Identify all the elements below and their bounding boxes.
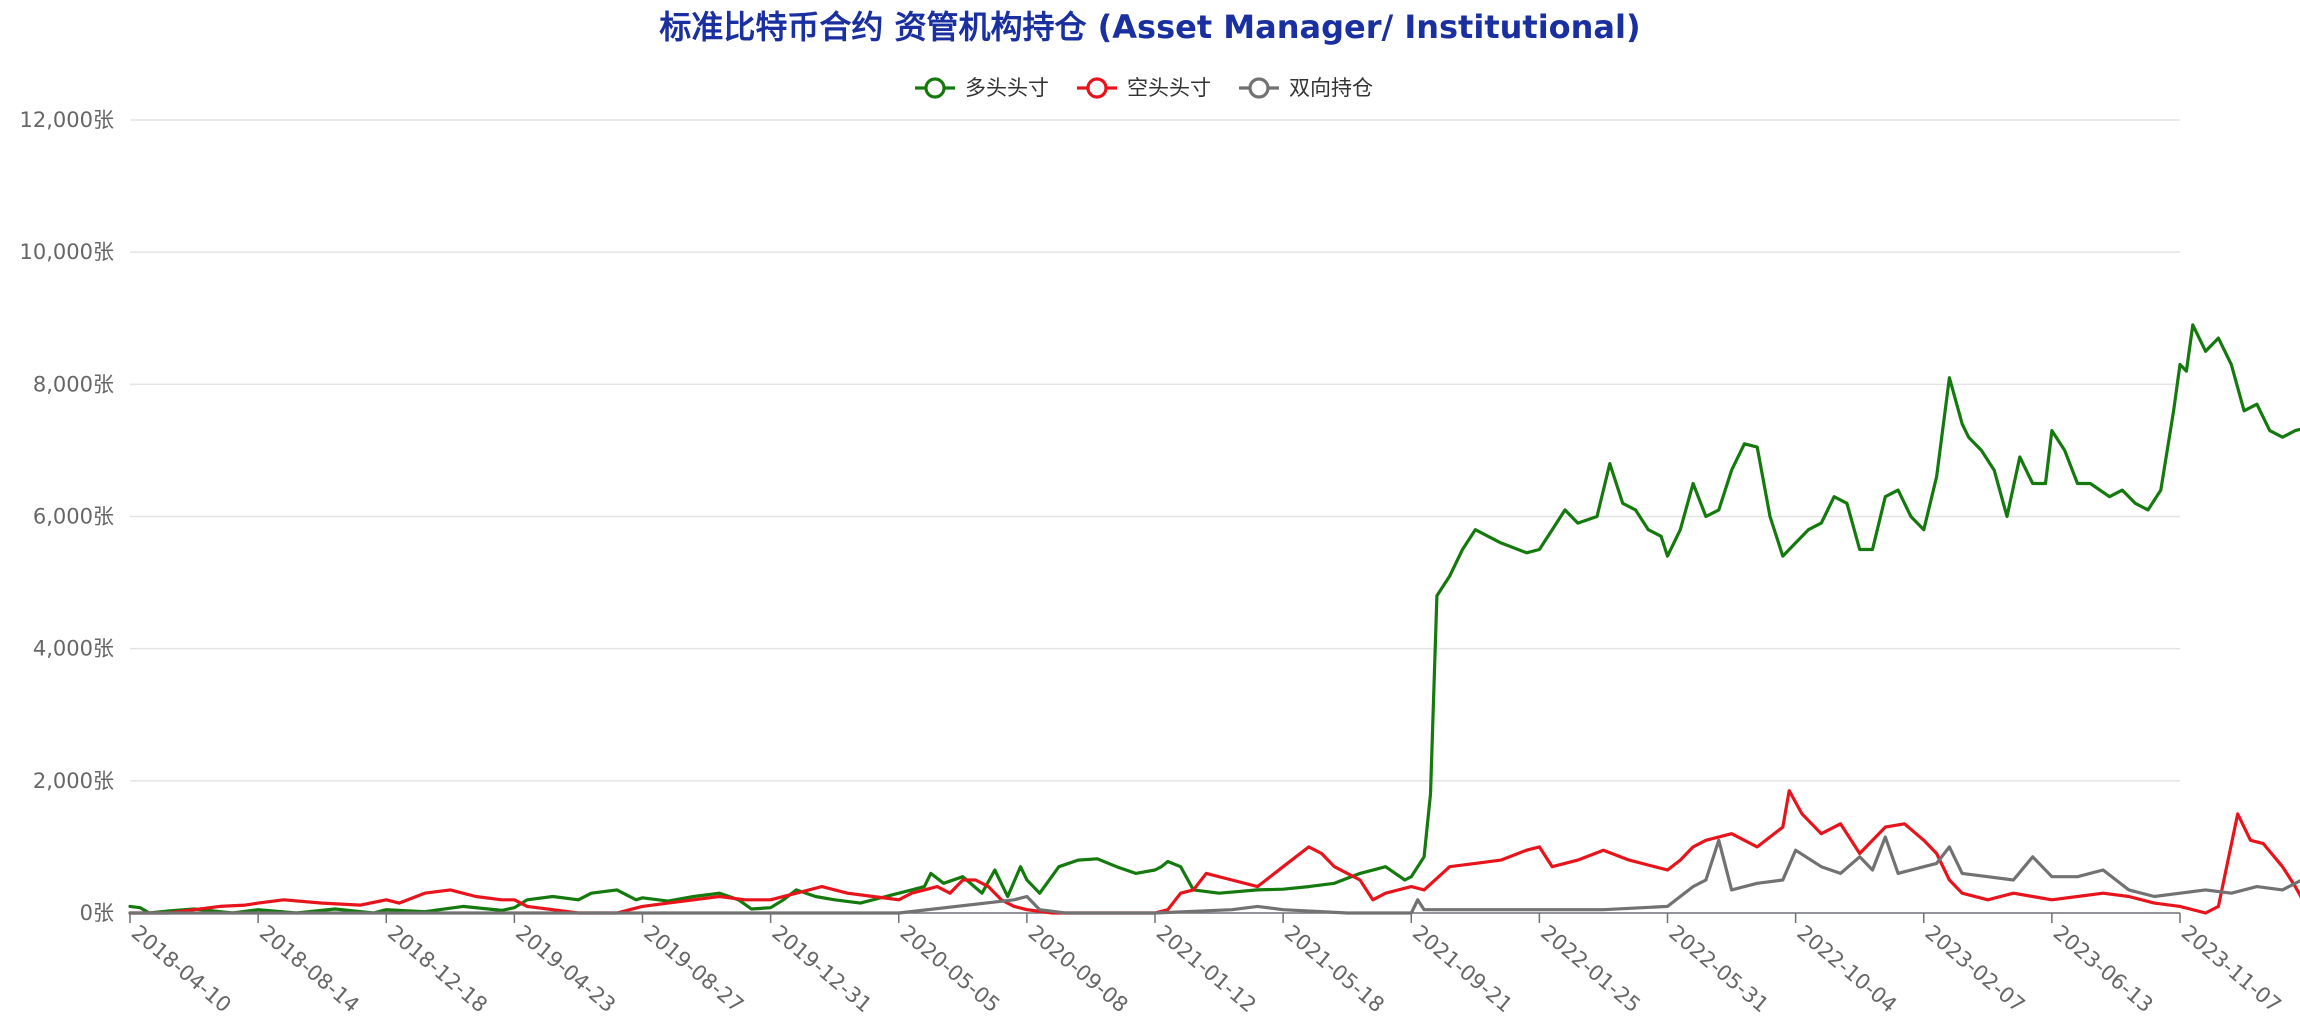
legend-label: 双向持仓 bbox=[1289, 76, 1373, 100]
x-tick-label: 2018-08-14 bbox=[255, 920, 364, 1017]
x-tick-label: 2019-12-31 bbox=[767, 920, 876, 1017]
y-tick-label: 0张 bbox=[80, 901, 114, 925]
y-axis: 0张 2,000张 4,000张 6,000张 8,000张 10,000张 12,000张 bbox=[20, 108, 114, 925]
y-tick-label: 6,000张 bbox=[33, 505, 114, 529]
x-tick-label: 2018-04-10 bbox=[127, 920, 236, 1017]
x-tick-label: 2018-12-18 bbox=[383, 920, 492, 1017]
x-axis: 2018-04-10 2018-08-14 2018-12-18 2019-04-23… bbox=[127, 912, 2286, 1017]
legend-label: 空头头寸 bbox=[1127, 76, 1211, 100]
series-layer bbox=[128, 236, 2300, 915]
series-line-3[interactable] bbox=[128, 835, 2300, 915]
x-tick-label: 2019-08-27 bbox=[639, 920, 748, 1017]
y-tick-label: 8,000张 bbox=[33, 372, 114, 396]
legend-label: 多头头寸 bbox=[965, 76, 1049, 100]
legend[interactable]: 多头头寸 空头头寸 双向持仓 bbox=[915, 76, 1373, 100]
legend-marker bbox=[924, 77, 946, 99]
y-tick-label: 4,000张 bbox=[33, 637, 114, 661]
x-tick-label: 2021-09-21 bbox=[1408, 920, 1517, 1017]
legend-item-2[interactable]: 空头头寸 bbox=[1077, 76, 1211, 100]
x-tick-label: 2022-01-25 bbox=[1536, 920, 1645, 1017]
x-tick-label: 2021-01-12 bbox=[1152, 920, 1261, 1017]
x-tick-label: 2021-05-18 bbox=[1280, 920, 1389, 1017]
x-tick-label: 2020-05-05 bbox=[896, 920, 1005, 1017]
legend-item-1[interactable]: 多头头寸 bbox=[915, 76, 1049, 100]
legend-item-3[interactable]: 双向持仓 bbox=[1239, 76, 1373, 100]
y-tick-label: 10,000张 bbox=[20, 240, 114, 264]
series-line-1[interactable] bbox=[128, 236, 2300, 915]
chart-title: 标准比特币合约 资管机构持仓 (Asset Manager/ Instituti… bbox=[659, 8, 1640, 46]
series-line-2[interactable] bbox=[128, 789, 2300, 915]
legend-marker bbox=[1248, 77, 1270, 99]
x-tick-label: 2023-11-07 bbox=[2177, 920, 2286, 1017]
x-tick-label: 2020-09-08 bbox=[1024, 920, 1133, 1017]
y-tick-label: 12,000张 bbox=[20, 108, 114, 132]
x-tick-label: 2022-10-04 bbox=[1792, 920, 1901, 1017]
x-tick-label: 2023-02-07 bbox=[1921, 920, 2030, 1017]
legend-marker bbox=[1086, 77, 1108, 99]
grid-lines bbox=[130, 119, 2180, 782]
x-tick-label: 2023-06-13 bbox=[2049, 920, 2158, 1017]
x-tick-label: 2022-05-31 bbox=[1664, 920, 1773, 1017]
x-tick-label: 2019-04-23 bbox=[511, 920, 620, 1017]
y-tick-label: 2,000张 bbox=[33, 769, 114, 793]
